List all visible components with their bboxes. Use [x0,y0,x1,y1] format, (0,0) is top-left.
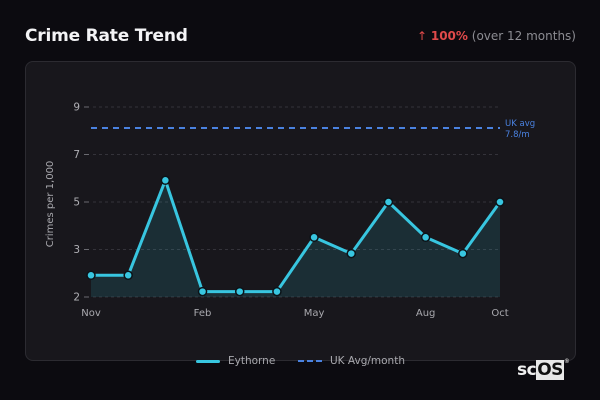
series-line-eythorne [91,178,502,294]
x-tick-label: Aug [416,308,436,319]
series-points [86,175,505,297]
change-percent: 100% [430,29,468,43]
legend-item-uk-avg[interactable]: UK Avg/month [298,355,405,367]
registered-mark: ® [563,358,570,365]
legend-item-eythorne[interactable]: Eythorne [196,355,275,367]
data-point[interactable] [197,286,208,297]
solid-line-swatch-icon [196,359,220,363]
x-tick-label: May [304,308,325,319]
change-note: (over 12 months) [471,29,576,43]
data-point[interactable] [123,270,133,281]
y-tick-label: 3 [73,244,80,256]
series-area-fill [91,180,500,297]
legend-label: Eythorne [228,355,276,367]
uk-avg-annotation-label: UK avg [505,119,535,129]
brand-logo: scOS® [517,358,570,380]
chart-legend: Eythorne UK Avg/month [0,354,600,370]
y-grid [93,106,500,298]
dashed-line-swatch-icon [298,360,322,362]
data-point[interactable] [458,248,468,259]
data-point[interactable] [86,270,96,281]
trend-change-summary: ↑ 100% (over 12 months) [417,29,576,43]
x-tick-label: Oct [491,308,508,319]
data-point[interactable] [420,232,431,243]
y-tick-label: 2 [73,292,80,304]
data-point[interactable] [346,248,357,259]
uk-avg-annotation-value: 7.8/m [505,130,530,140]
x-axis-ticks: Nov Feb May Aug Oct [81,308,508,319]
logo-text: sc [517,360,537,380]
data-point[interactable] [272,286,282,297]
data-point[interactable] [234,286,245,297]
y-tick-label: 9 [73,102,80,114]
chart-title: Crime Rate Trend [25,26,188,46]
data-point[interactable] [383,197,394,207]
chart-card [25,61,576,361]
y-tick-label: 7 [73,149,80,161]
y-axis-label: Crimes per 1,000 [45,161,56,248]
legend-label: UK Avg/month [330,355,405,367]
data-point[interactable] [160,175,171,186]
y-tick-label: 5 [73,197,80,209]
data-point[interactable] [495,197,505,207]
arrow-up-icon: ↑ [416,29,428,43]
x-tick-label: Feb [194,308,212,319]
x-tick-label: Nov [81,308,101,319]
y-axis-ticks: 2 3 5 7 9 [73,102,89,304]
logo-box-text: OS [536,360,564,380]
data-point[interactable] [309,232,319,243]
